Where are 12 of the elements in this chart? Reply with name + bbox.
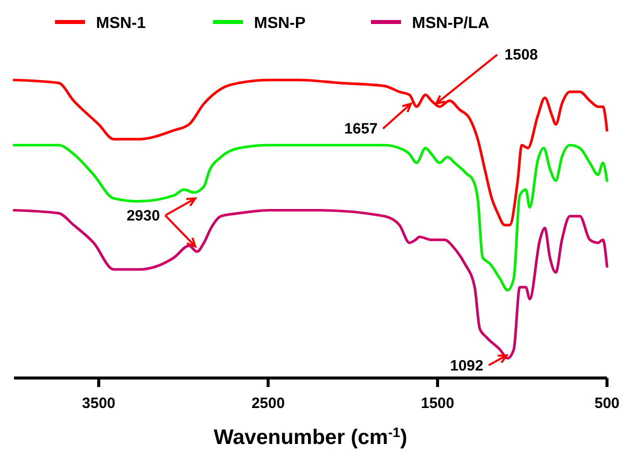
- x-tick-label: 1500: [420, 395, 454, 412]
- legend-label: MSN-P/LA: [412, 15, 490, 32]
- x-tick-label: 2500: [251, 395, 285, 412]
- legend-label: MSN-P: [254, 15, 306, 32]
- annotation: 2930: [126, 207, 160, 224]
- legend-label: MSN-1: [96, 15, 146, 32]
- annotation: 1508: [504, 46, 538, 64]
- x-axis-title: Wavenumber (cm$^{-1}$): [214, 424, 408, 449]
- annotation: 1092: [450, 357, 484, 374]
- x-tick-label: 3500: [82, 395, 116, 412]
- annotation: 1657: [344, 120, 378, 138]
- x-tick-label: 500: [594, 395, 620, 412]
